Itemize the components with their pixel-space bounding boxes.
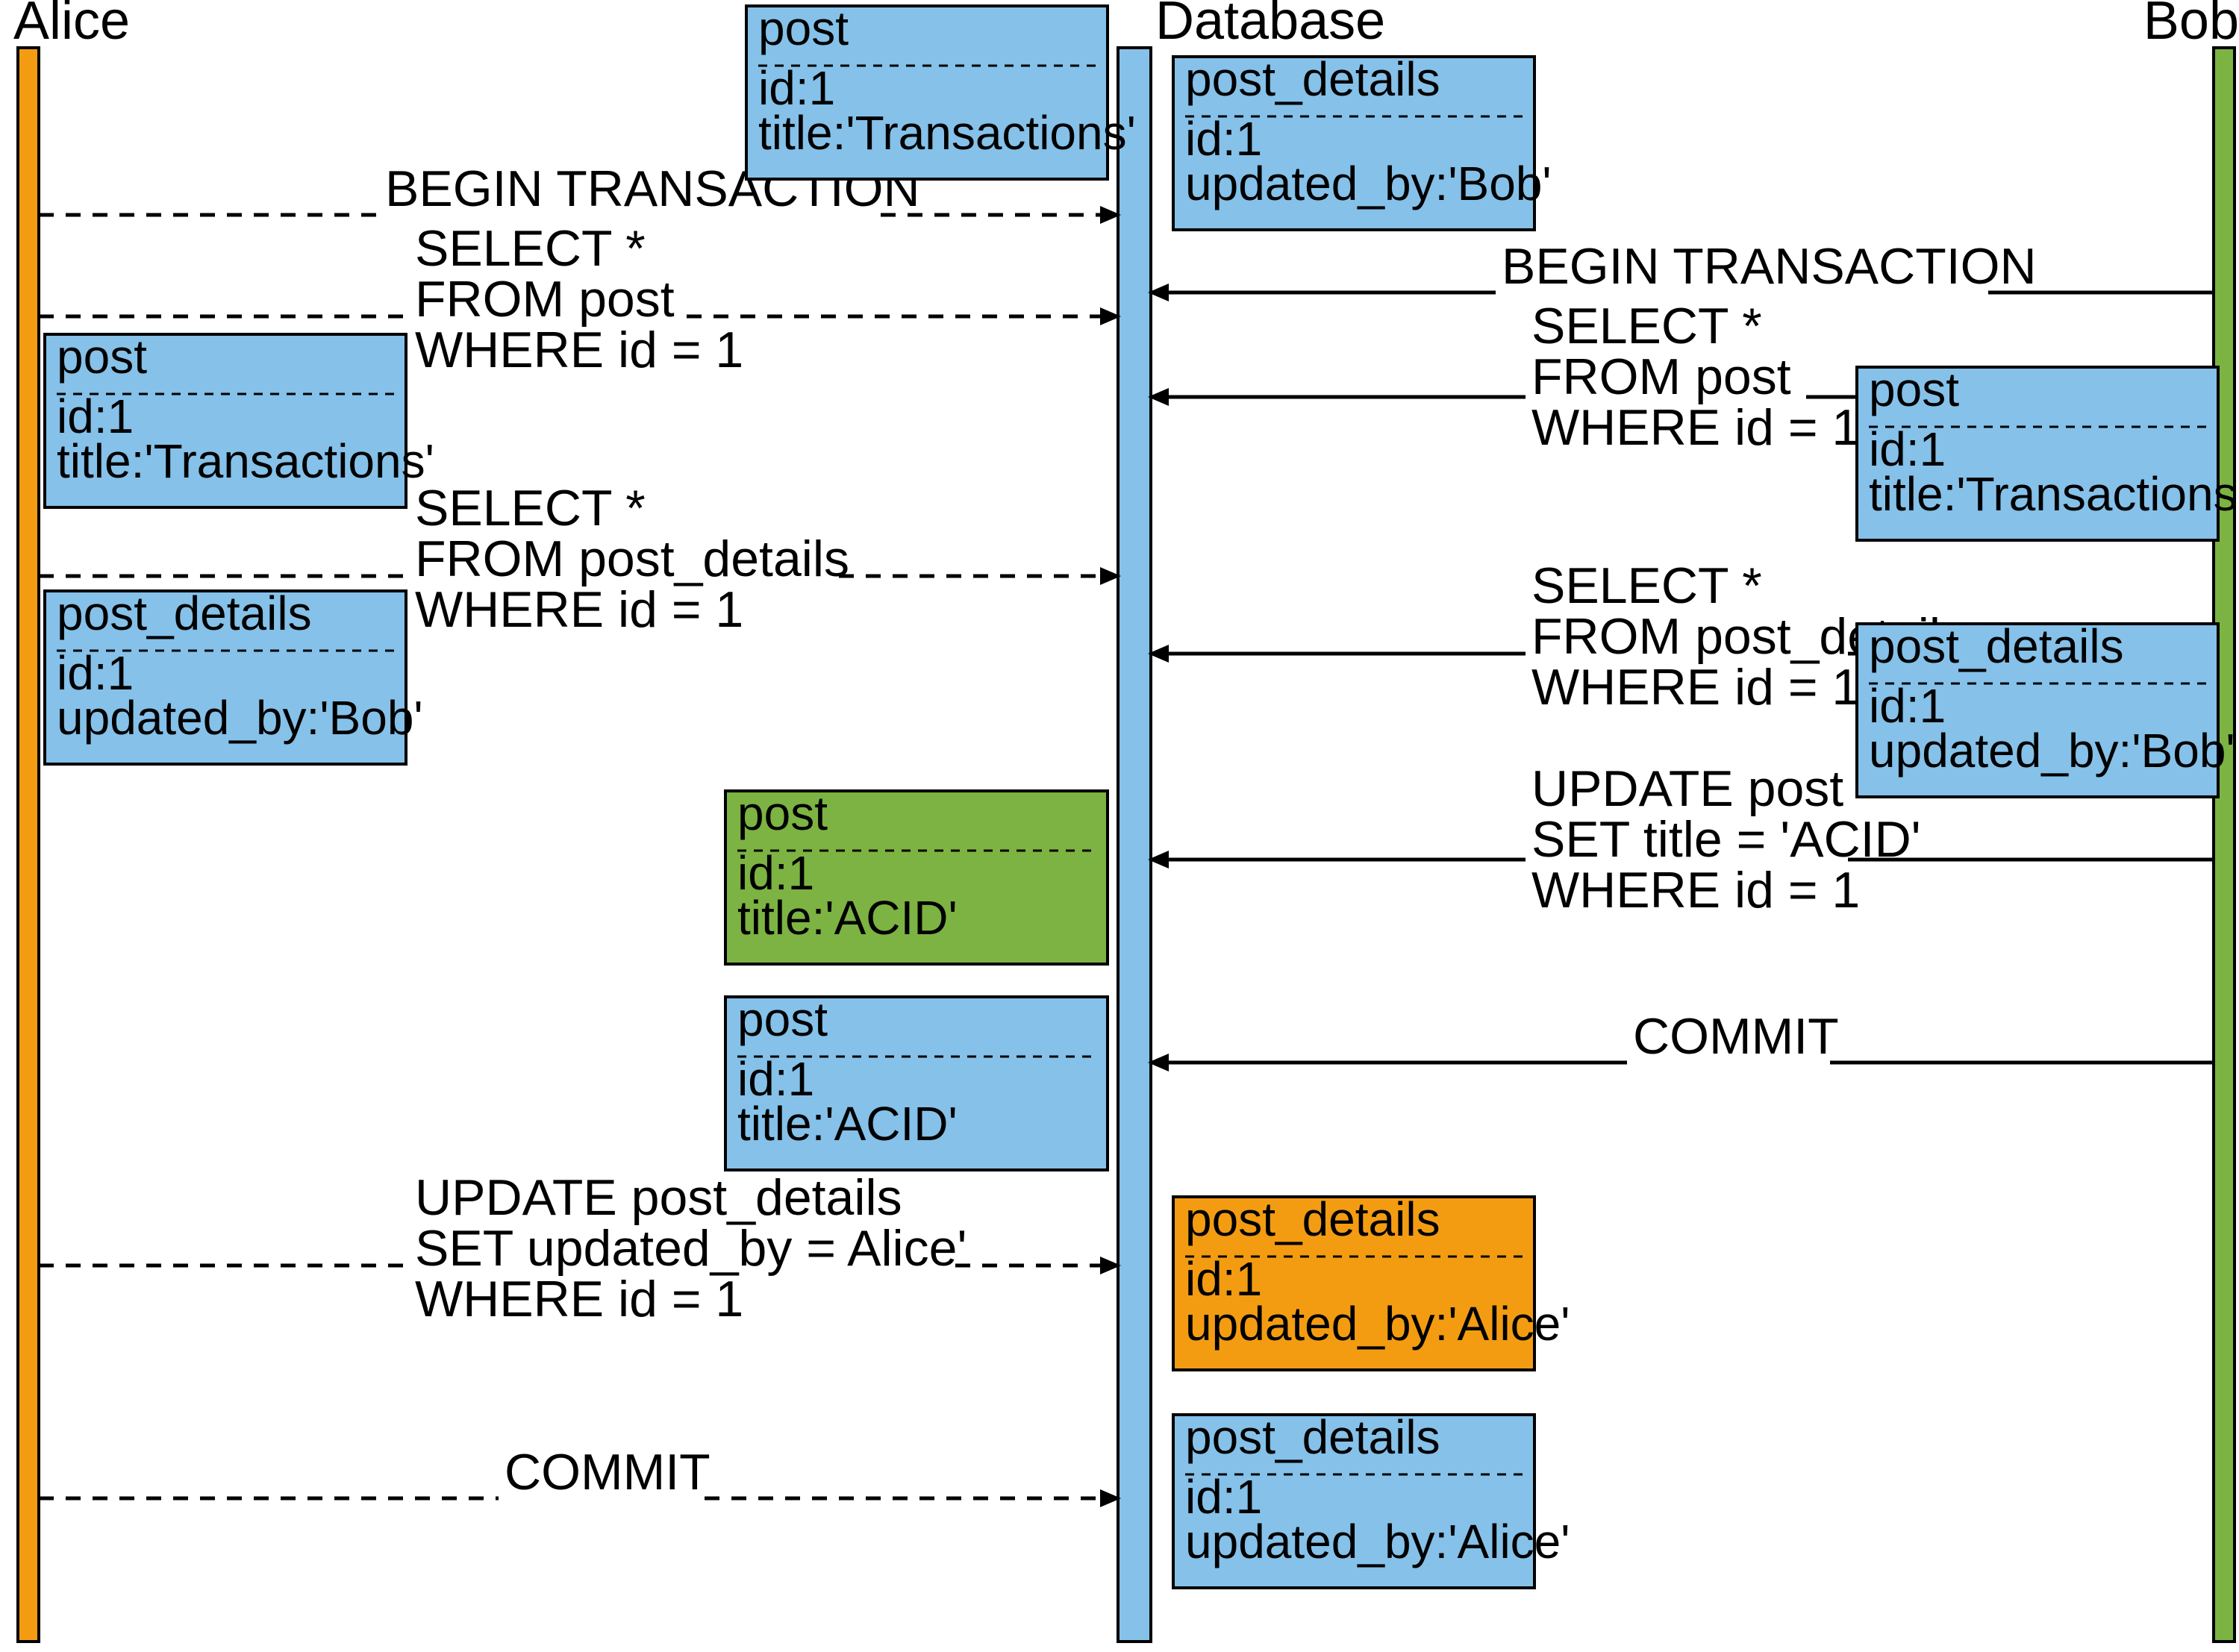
lifeline-bar — [2214, 48, 2235, 1642]
state-box-title: post — [57, 330, 147, 384]
state-box: post_detailsid:1updated_by:'Bob' — [45, 586, 423, 764]
message-label: COMMIT — [1633, 1008, 1839, 1065]
lifeline-bar — [1118, 48, 1151, 1642]
state-box-row: updated_by:'Bob' — [1185, 157, 1552, 210]
message-label: WHERE id = 1 — [415, 581, 743, 638]
diagram-canvas: AliceDatabaseBobBEGIN TRANSACTIONSELECT … — [0, 0, 2239, 1652]
state-box: postid:1title:'Transactions' — [746, 1, 1136, 179]
sequence-diagram: AliceDatabaseBobBEGIN TRANSACTIONSELECT … — [0, 0, 2239, 1652]
state-box: post_detailsid:1updated_by:'Alice' — [1173, 1192, 1570, 1370]
state-box-title: post_details — [1185, 1192, 1440, 1246]
message-label: COMMIT — [505, 1444, 711, 1501]
lifeline-bar — [18, 48, 39, 1642]
state-box-row: title:'ACID' — [737, 1097, 958, 1151]
lifeline-label: Database — [1155, 0, 1385, 51]
message-label: SET updated_by = Alice' — [415, 1220, 967, 1277]
state-box: postid:1title:'ACID' — [725, 786, 1108, 964]
state-box-title: post — [737, 992, 828, 1046]
state-box-row: updated_by:'Bob' — [1869, 724, 2235, 777]
state-box-row: title:'Transactions' — [758, 106, 1136, 160]
state-box: postid:1title:'Transactions' — [1857, 363, 2239, 540]
message-label: WHERE id = 1 — [1531, 659, 1860, 716]
state-box-row: updated_by:'Alice' — [1185, 1515, 1570, 1568]
message-label: SET title = 'ACID' — [1531, 811, 1921, 868]
message-label: BEGIN TRANSACTION — [1502, 238, 2037, 295]
message-label: UPDATE post_details — [415, 1169, 902, 1226]
state-box-title: post — [737, 786, 828, 840]
state-box: post_detailsid:1updated_by:'Alice' — [1173, 1410, 1570, 1588]
message-label: WHERE id = 1 — [415, 1271, 743, 1327]
lifeline-label: Alice — [13, 0, 130, 51]
message-label: SELECT * — [1531, 557, 1762, 614]
state-box-title: post_details — [1185, 1410, 1440, 1464]
state-box-title: post_details — [1869, 619, 2124, 673]
state-box: postid:1title:'ACID' — [725, 992, 1108, 1170]
message-label: UPDATE post — [1531, 760, 1843, 817]
state-box-row: title:'Transactions' — [1869, 467, 2239, 521]
message-label: FROM post — [1531, 348, 1791, 405]
state-box: postid:1title:'Transactions' — [45, 330, 434, 507]
message-label: WHERE id = 1 — [1531, 862, 1860, 919]
message-label: WHERE id = 1 — [1531, 399, 1860, 456]
state-box-title: post_details — [57, 586, 312, 640]
state-box-title: post_details — [1185, 52, 1440, 106]
message-label: WHERE id = 1 — [415, 322, 743, 378]
message-label: FROM post — [415, 271, 675, 328]
state-box: post_detailsid:1updated_by:'Bob' — [1173, 52, 1552, 230]
state-box-title: post — [758, 1, 849, 55]
message-label: FROM post_details — [415, 531, 849, 587]
lifeline-label: Bob — [2143, 0, 2239, 51]
message-label: SELECT * — [1531, 298, 1762, 354]
state-box-row: updated_by:'Bob' — [57, 691, 423, 745]
state-box-row: updated_by:'Alice' — [1185, 1297, 1570, 1351]
state-box-row: title:'Transactions' — [57, 434, 434, 488]
state-box-row: title:'ACID' — [737, 891, 958, 945]
message-label: SELECT * — [415, 480, 646, 536]
state-box: post_detailsid:1updated_by:'Bob' — [1857, 619, 2235, 797]
message-label: SELECT * — [415, 220, 646, 277]
state-box-title: post — [1869, 363, 1959, 416]
